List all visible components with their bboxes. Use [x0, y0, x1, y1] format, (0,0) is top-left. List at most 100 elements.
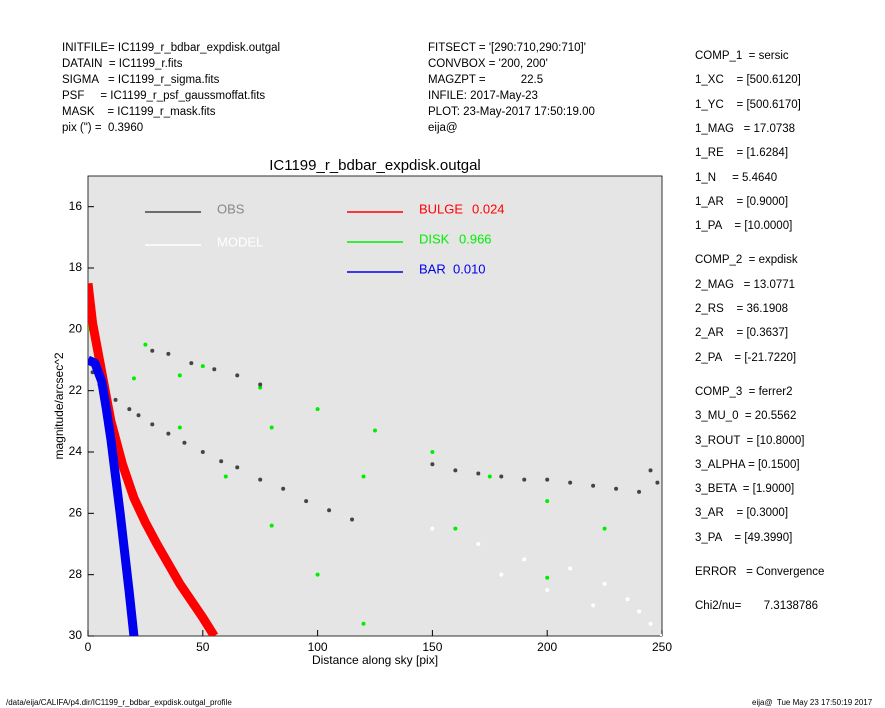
y-tick-label: 22	[69, 383, 83, 397]
y-tick-label: 28	[69, 567, 83, 581]
data-point	[235, 373, 240, 378]
data-point	[281, 486, 286, 491]
x-tick-label: 200	[537, 640, 557, 654]
legend-label: DISK	[419, 231, 450, 246]
param-line: COMP_1 = sersic	[695, 50, 789, 62]
data-point	[637, 609, 642, 614]
param-line: 1_AR = [0.9000]	[695, 195, 789, 208]
data-point	[655, 480, 660, 485]
param-line: 3_PA = [49.3990]	[695, 531, 793, 544]
legend-label: BULGE	[419, 201, 463, 216]
data-point	[177, 373, 182, 378]
data-point	[350, 517, 355, 522]
data-point	[648, 468, 653, 473]
data-point	[166, 431, 171, 436]
data-point	[315, 572, 320, 577]
data-point	[499, 474, 504, 479]
y-tick-label: 20	[69, 322, 83, 336]
data-point	[150, 422, 155, 427]
data-point	[189, 361, 194, 366]
footer-left: /data/eija/CALIFA/p4.dir/IC1199_r_bdbar_…	[6, 698, 232, 707]
x-tick-label: 50	[196, 640, 210, 654]
data-point	[327, 508, 332, 513]
legend-fraction: 0.024	[472, 201, 505, 216]
y-axis-label: magnitude/arcsec^2	[52, 352, 66, 459]
param-line: COMP_2 = expdisk	[695, 254, 798, 267]
data-point	[602, 581, 607, 586]
data-point	[430, 462, 435, 467]
data-point	[522, 557, 527, 562]
param-line: 3_ALPHA = [0.1500]	[695, 458, 800, 471]
data-point	[522, 477, 527, 482]
header-line: FITSECT = '[290:710,290:710]'	[428, 42, 586, 54]
data-point	[453, 468, 458, 473]
param-line: 2_MAG = 13.0771	[695, 278, 796, 291]
legend-fraction: 0.966	[459, 231, 492, 246]
x-axis-label: Distance along sky [pix]	[312, 653, 438, 667]
data-point	[131, 376, 136, 381]
data-point	[545, 499, 550, 504]
param-line: 3_MU_0 = 20.5562	[695, 410, 797, 423]
header-line: PLOT: 23-May-2017 17:50:19.00	[428, 106, 595, 118]
data-point	[235, 465, 240, 470]
data-point	[269, 425, 274, 430]
data-point	[568, 566, 573, 571]
data-point	[591, 603, 596, 608]
data-point	[219, 459, 224, 464]
header-line: eija@	[428, 122, 458, 134]
data-point	[258, 382, 263, 387]
data-point	[648, 621, 653, 626]
data-point	[476, 471, 481, 476]
param-line: 1_PA = [10.0000]	[695, 220, 793, 233]
data-point	[568, 480, 573, 485]
data-point	[143, 342, 148, 347]
y-tick-label: 18	[69, 260, 83, 274]
param-line: 1_XC = [500.6120]	[695, 74, 801, 87]
legend-fraction: 0.010	[453, 261, 486, 276]
param-line: 3_ROUT = [10.8000]	[695, 434, 805, 447]
param-line: 3_BETA = [1.9000]	[695, 483, 795, 496]
x-tick-label: 100	[308, 640, 328, 654]
data-point	[545, 575, 550, 580]
param-line: 3_AR = [0.3000]	[695, 507, 789, 520]
param-line: ERROR = Convergence	[695, 566, 825, 578]
header-line: DATAIN = IC1199_r.fits	[62, 58, 183, 70]
param-line: Chi2/nu= 7.3138786	[695, 600, 819, 613]
data-point	[499, 572, 504, 577]
data-point	[258, 385, 263, 390]
series-line	[88, 355, 139, 636]
y-tick-label: 24	[69, 444, 83, 458]
param-line: 2_AR = [0.3637]	[695, 327, 789, 340]
legend-label: BAR	[419, 261, 446, 276]
y-tick-label: 26	[69, 506, 83, 520]
chart-title: IC1199_r_bdbar_expdisk.outgal	[269, 157, 481, 174]
series-line	[88, 282, 219, 636]
header-line: CONVBOX = '200, 200'	[428, 58, 548, 70]
data-point	[430, 526, 435, 531]
data-point	[625, 597, 630, 602]
plot-area	[87, 175, 663, 637]
data-point	[637, 489, 642, 494]
data-point	[200, 450, 205, 454]
data-point	[430, 450, 435, 454]
data-point	[545, 477, 550, 482]
header-line: pix (") = 0.3960	[62, 122, 144, 134]
data-point	[660, 634, 662, 636]
param-line: 1_MAG = 17.0738	[695, 122, 796, 135]
y-tick-label: 16	[69, 199, 83, 213]
data-point	[150, 348, 155, 353]
header-line: SIGMA = IC1199_r_sigma.fits	[62, 74, 220, 86]
header-line: INITFILE= IC1199_r_bdbar_expdisk.outgal	[62, 42, 281, 54]
data-point	[182, 440, 187, 445]
data-point	[166, 351, 171, 356]
data-point	[373, 428, 377, 433]
x-tick-label: 150	[422, 640, 442, 654]
data-point	[200, 364, 205, 369]
data-point	[614, 486, 619, 491]
header-line: PSF = IC1199_r_psf_gaussmoffat.fits	[62, 90, 266, 102]
data-point	[304, 499, 309, 504]
legend-label: MODEL	[217, 234, 263, 249]
x-tick-label: 0	[85, 640, 92, 654]
